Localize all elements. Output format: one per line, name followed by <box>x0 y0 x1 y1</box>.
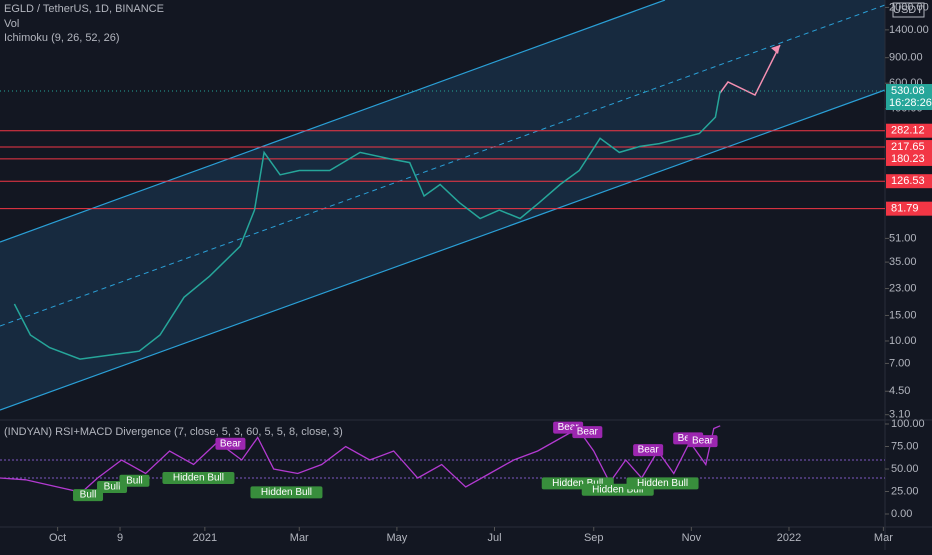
rsi-line <box>0 425 721 494</box>
signal-label: Bear <box>558 422 580 433</box>
signal-tag <box>687 435 718 448</box>
signal-label: Hidden Bull <box>261 487 312 498</box>
x-tick-label: Sep <box>584 532 604 544</box>
signal-tag <box>633 444 664 457</box>
channel-fill <box>0 0 885 410</box>
channel-mid <box>0 4 886 327</box>
signal-tag <box>626 477 699 490</box>
rsi-y-tick-label: 50.00 <box>891 463 919 475</box>
price-line <box>13 90 721 360</box>
indicator-title: (INDYAN) RSI+MACD Divergence (7, close, … <box>4 426 343 438</box>
last-price-box <box>886 84 932 111</box>
level-box <box>886 140 932 155</box>
level-box <box>886 123 932 138</box>
signal-label: Bull <box>126 475 143 486</box>
countdown: 16:28:26 <box>889 97 932 109</box>
signal-label: Bear <box>220 438 242 449</box>
y-tick-label: 51.00 <box>889 232 917 244</box>
signal-label: Bear <box>692 436 714 447</box>
level-label: 282.12 <box>891 125 925 137</box>
currency-box[interactable] <box>892 2 925 18</box>
x-tick-label: Jul <box>487 532 501 544</box>
y-tick-label: 7.00 <box>889 357 910 369</box>
volume-label: Vol <box>4 18 19 30</box>
y-tick-label: 10.00 <box>889 335 917 347</box>
signal-tag <box>250 486 323 499</box>
signal-label: Hidden Bull <box>637 478 688 489</box>
x-tick-label: Nov <box>682 532 702 544</box>
level-label: 126.53 <box>891 175 925 187</box>
signal-label: Hidden Bull <box>173 473 224 484</box>
level-box <box>886 174 932 189</box>
rsi-y-tick-label: 75.00 <box>891 440 919 452</box>
level-box <box>886 201 932 216</box>
currency[interactable]: USDT <box>893 4 923 16</box>
symbol-title: EGLD / TetherUS, 1D, BINANCE <box>4 3 164 15</box>
rsi-y-tick-label: 100.00 <box>891 418 925 430</box>
signal-label: Bull <box>80 490 97 501</box>
ichimoku-label: Ichimoku (9, 26, 52, 26) <box>4 32 120 44</box>
y-tick-label: 900.00 <box>889 52 923 64</box>
x-tick-label: 9 <box>117 532 123 544</box>
channel-top <box>0 0 666 243</box>
level-label: 81.79 <box>891 203 919 215</box>
channel-bottom <box>0 89 886 411</box>
signal-label: Hidden Bull <box>552 478 603 489</box>
y-tick-label: 35.00 <box>889 256 917 268</box>
signal-tag <box>162 472 235 484</box>
projection <box>719 44 781 96</box>
y-tick-label: 23.00 <box>889 282 917 294</box>
signal-tag <box>215 437 246 450</box>
arrowhead <box>771 45 780 54</box>
signal-tag <box>73 489 104 502</box>
signal-tag <box>572 426 603 439</box>
x-tick-label: Mar <box>874 532 893 544</box>
level-label: 217.65 <box>891 141 925 153</box>
level-box <box>886 151 932 166</box>
y-tick-label: 1400.00 <box>889 24 929 36</box>
signal-tag <box>119 474 150 487</box>
x-tick-label: 2021 <box>193 532 217 544</box>
rsi-y-tick-label: 0.00 <box>891 508 912 520</box>
signal-label: Bear <box>577 427 599 438</box>
x-tick-label: May <box>386 532 407 544</box>
last-price-label: 530.08 <box>891 85 925 97</box>
rsi-y-tick-label: 25.00 <box>891 485 919 497</box>
signal-label: Hidden Bull <box>592 484 643 495</box>
y-tick-label: 2000.00 <box>889 1 929 13</box>
x-tick-label: 2022 <box>777 532 801 544</box>
signal-label: Bull <box>104 482 121 493</box>
x-tick-label: Oct <box>49 532 66 544</box>
signal-label: Bear <box>638 445 660 456</box>
x-tick-label: Mar <box>290 532 309 544</box>
y-tick-label: 3.10 <box>889 409 910 421</box>
y-tick-label: 4.50 <box>889 385 910 397</box>
level-label: 180.23 <box>891 153 925 165</box>
y-tick-label: 15.00 <box>889 309 917 321</box>
